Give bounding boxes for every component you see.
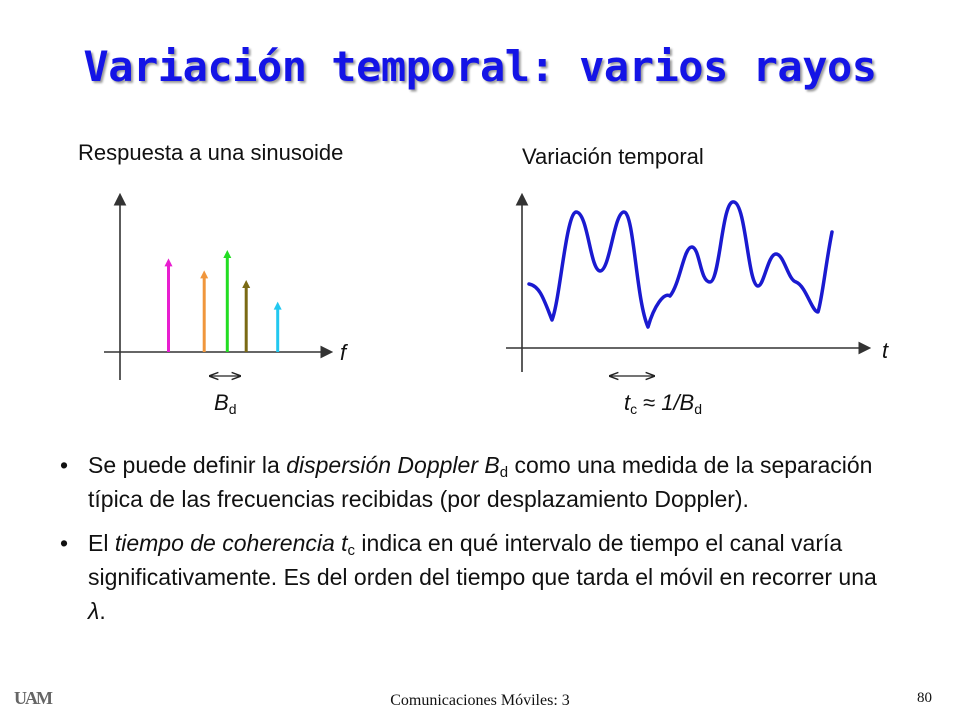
- diagrams: f Bd t tc ≈1/Bd: [104, 192, 889, 417]
- bullet-text-part: como una medida de la separación típica …: [88, 452, 873, 512]
- bullet-text-part: c: [347, 542, 356, 559]
- bullet-text-part: d: [499, 464, 509, 481]
- slide-title: Variación temporal: varios rayos: [83, 42, 877, 91]
- uam-logo: UAM: [14, 688, 53, 708]
- doppler-spike-head-4: [242, 280, 251, 288]
- bullet-text-part: .: [99, 598, 106, 624]
- left-panel-axes: [104, 192, 334, 380]
- bullet-list: • Se puede definir la dispersión Doppler …: [60, 448, 900, 638]
- bullet-dot: •: [60, 530, 69, 556]
- doppler-spike-head-2: [200, 270, 209, 279]
- tc-label-rhs-main: 1/B: [661, 390, 694, 415]
- doppler-spike-head-5: [273, 301, 282, 310]
- bullet-text-part: λ: [88, 598, 100, 624]
- bd-label: Bd: [214, 390, 236, 417]
- doppler-spike-head-1: [164, 258, 173, 267]
- tc-label-main: t: [624, 390, 631, 415]
- right-panel-axes: [506, 192, 872, 372]
- right-panel-heading: Variación temporal: [522, 144, 704, 169]
- tc-label: tc ≈1/Bd: [624, 390, 702, 417]
- bullet-text-part: dispersión Doppler B: [286, 452, 500, 478]
- bd-label-sub: d: [229, 401, 237, 417]
- footer-course: Comunicaciones Móviles: 3: [390, 692, 570, 709]
- bd-label-main: B: [214, 390, 229, 415]
- left-axis-label: f: [340, 340, 349, 365]
- fading-waveform: [527, 200, 834, 329]
- approx-symbol: ≈: [643, 390, 655, 415]
- bullet-item-1: • Se puede definir la dispersión Doppler …: [60, 448, 900, 516]
- bullet-text-part: Se puede definir la: [88, 452, 287, 478]
- bullet-dot: •: [60, 452, 69, 478]
- bullet-text-part: indica en qué intervalo de tiempo el can…: [88, 530, 877, 590]
- doppler-spike-head-3: [223, 250, 232, 258]
- bullet-text-part: El: [88, 530, 115, 556]
- doppler-spikes: [164, 250, 282, 352]
- right-axis-label: t: [882, 338, 889, 363]
- tc-label-rhs-sub: d: [694, 401, 702, 417]
- left-panel-heading: Respuesta a una sinusoide: [78, 140, 344, 165]
- page-number: 80: [917, 690, 932, 706]
- tc-label-sub: c: [630, 401, 637, 417]
- bullet-text-part: tiempo de coherencia t: [114, 530, 348, 556]
- bullet-item-2: • El tiempo de coherencia tc indica en qu…: [60, 526, 900, 628]
